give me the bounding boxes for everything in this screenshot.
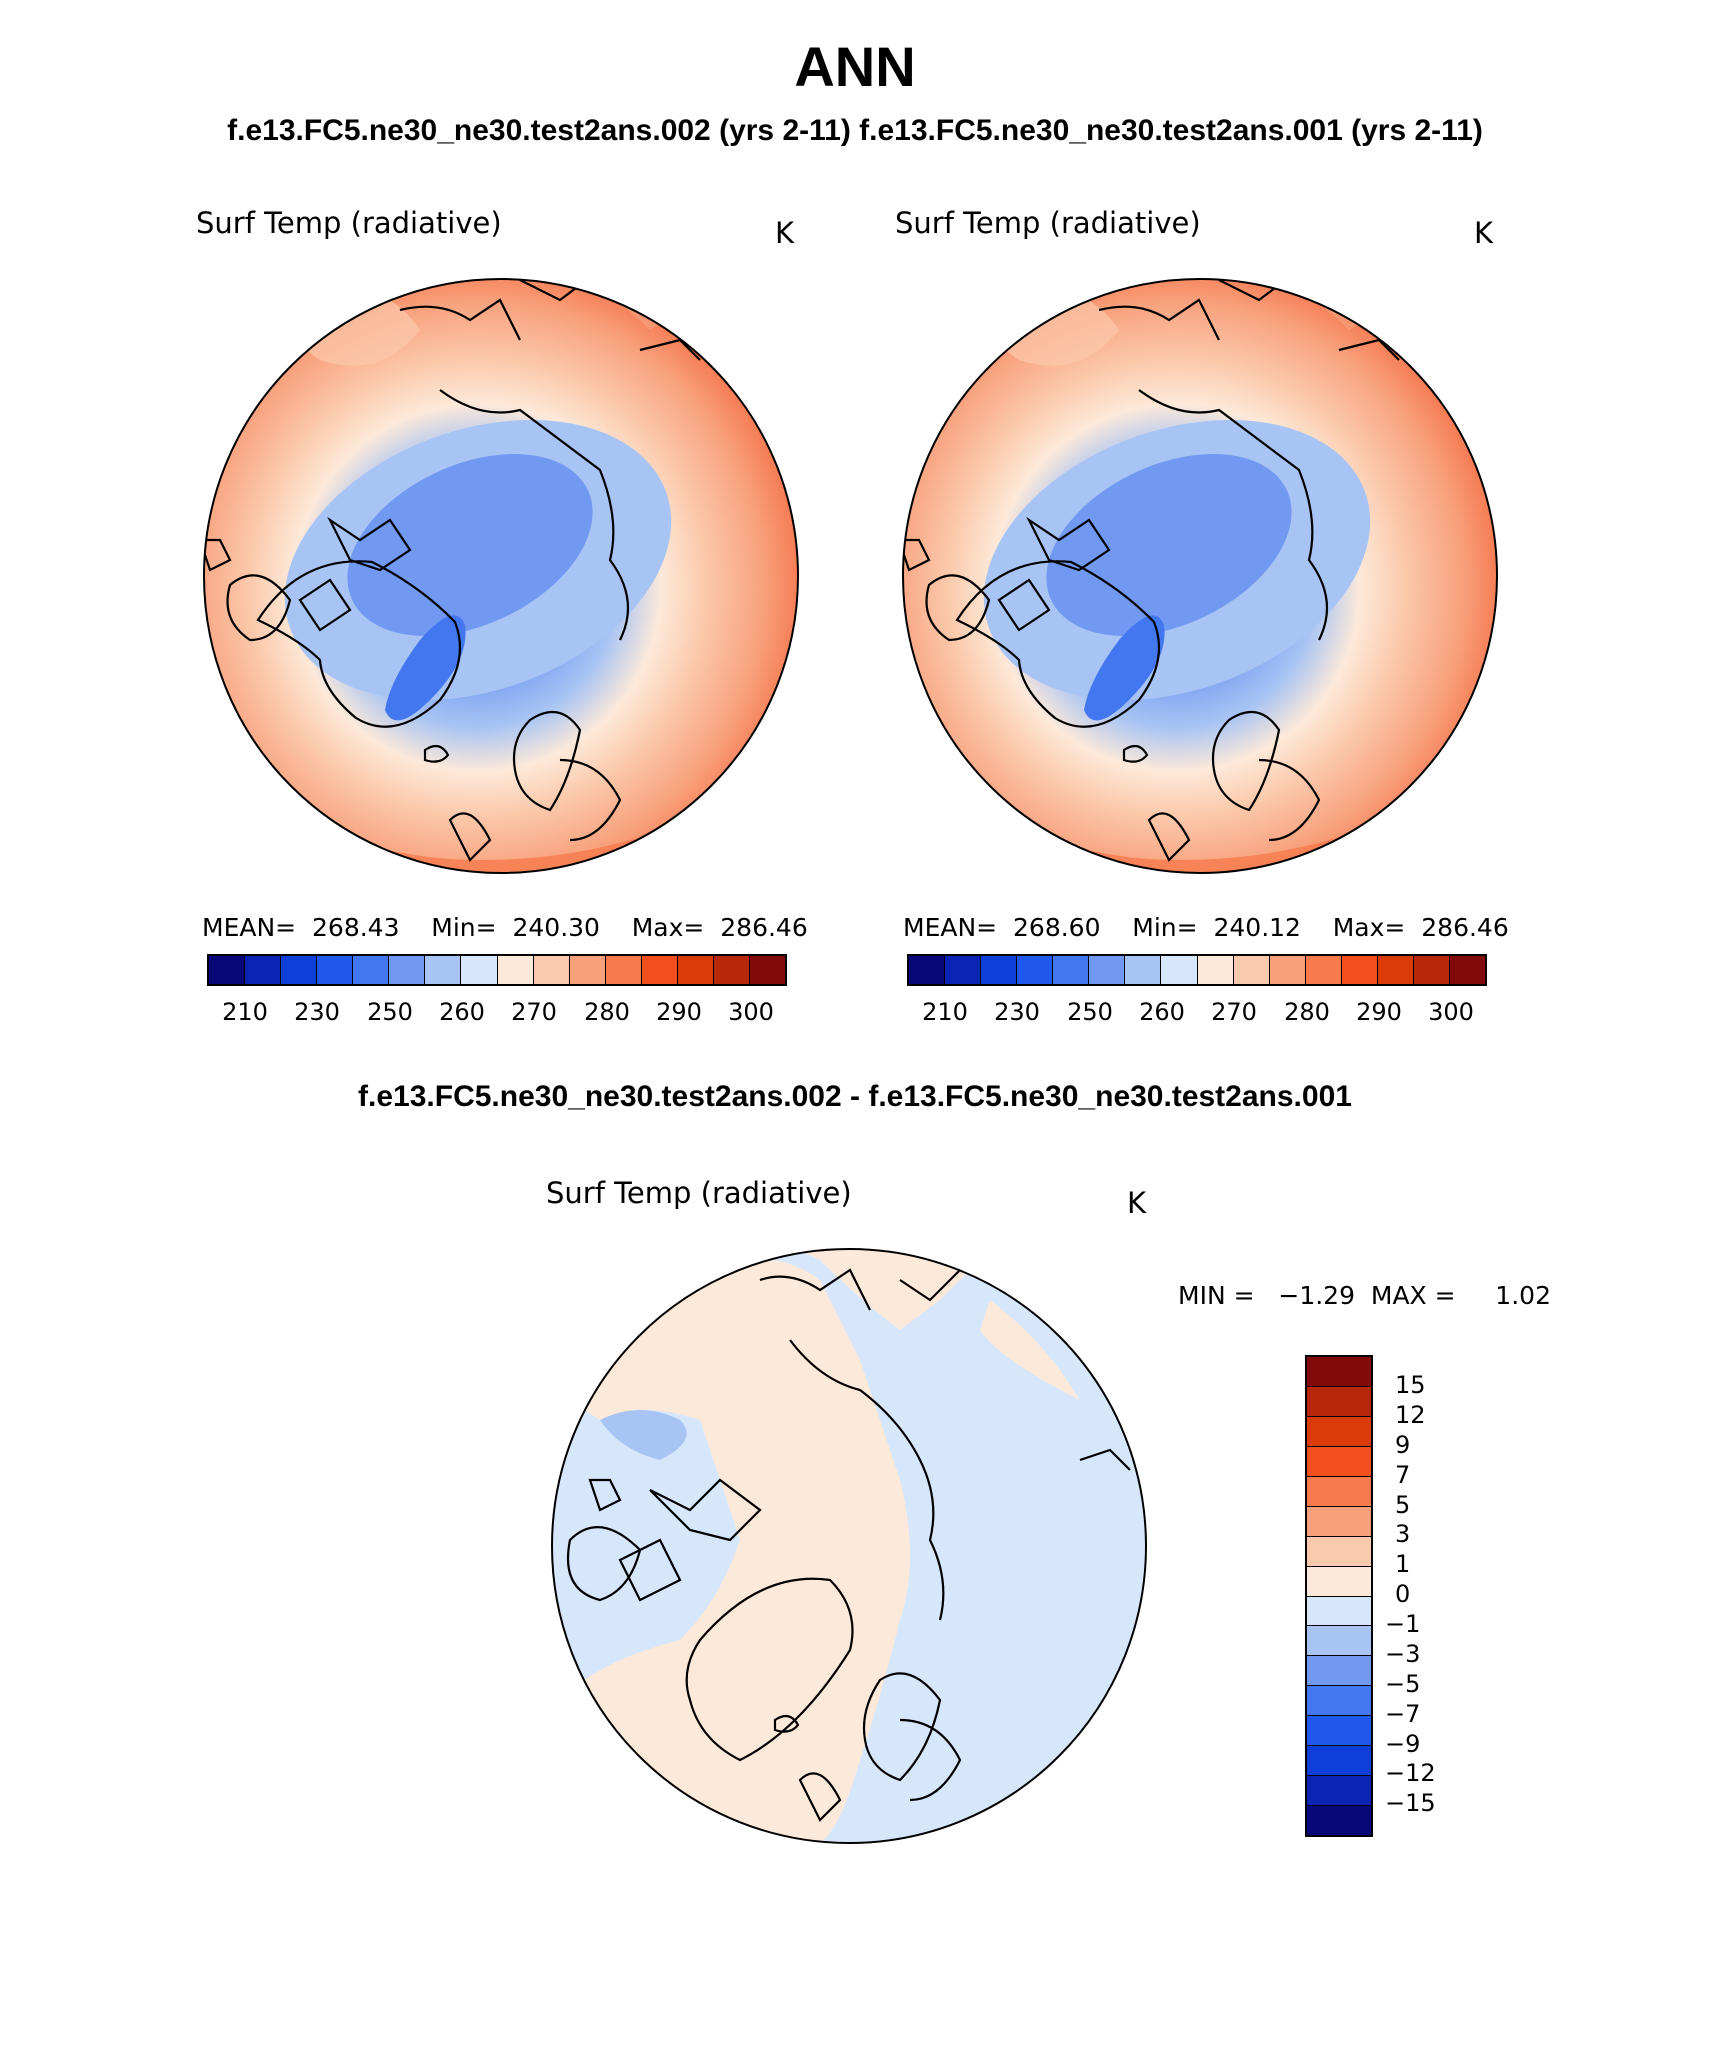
- tick-label: 0: [1395, 1580, 1411, 1608]
- tick-label: 250: [1067, 998, 1113, 1026]
- tick-label: −5: [1385, 1670, 1421, 1698]
- panel2-colorbar-boxes: [907, 954, 1487, 986]
- panel1-coastlines: [204, 279, 701, 862]
- tick-label: −1: [1385, 1610, 1421, 1638]
- panel1-title: Surf Temp (radiative): [196, 206, 502, 240]
- tick-label: 290: [656, 998, 702, 1026]
- tick-label: 260: [1139, 998, 1185, 1026]
- tick-label: 5: [1395, 1491, 1411, 1519]
- tick-label: 300: [728, 998, 774, 1026]
- diff-panel-title: Surf Temp (radiative): [546, 1176, 852, 1210]
- panel1-colorbar: [207, 954, 787, 986]
- diff-colorbar-ticks: 15 12 9 7 5 3 1 0 −1 −3 −5 −7 −9 −12 −15: [1385, 1355, 1505, 1833]
- panel1-colorbar-boxes: [207, 954, 787, 986]
- panel2-colorbar: [907, 954, 1487, 986]
- diff-coastlines: [566, 1268, 1131, 1822]
- tick-label: 12: [1395, 1401, 1426, 1429]
- tick-label: 280: [1284, 998, 1330, 1026]
- panel2-stats: MEAN= 268.60 Min= 240.12 Max= 286.46: [903, 913, 1509, 942]
- diff-stats: MIN = −1.29 MAX = 1.02: [1178, 1281, 1551, 1310]
- tick-label: 9: [1395, 1431, 1411, 1459]
- difference-title: f.e13.FC5.ne30_ne30.test2ans.002 - f.e13…: [358, 1080, 1352, 1113]
- tick-label: 300: [1428, 998, 1474, 1026]
- panel2-title: Surf Temp (radiative): [895, 206, 1201, 240]
- tick-label: 1: [1395, 1550, 1411, 1578]
- tick-label: −9: [1385, 1730, 1421, 1758]
- tick-label: −15: [1385, 1789, 1436, 1817]
- tick-label: 15: [1395, 1371, 1426, 1399]
- tick-label: 290: [1356, 998, 1402, 1026]
- diff-colorbar: [1305, 1355, 1373, 1837]
- diff-panel-units: K: [1127, 1186, 1147, 1220]
- page-title: ANN: [794, 35, 916, 98]
- panel1-colorbar-ticks: 210 230 250 260 270 280 290 300: [207, 998, 787, 1026]
- diff-temperature-field: [552, 1249, 1146, 1843]
- tick-label: 250: [367, 998, 413, 1026]
- tick-label: 210: [222, 998, 268, 1026]
- page-subtitle: f.e13.FC5.ne30_ne30.test2ans.002 (yrs 2-…: [227, 114, 1483, 147]
- tick-label: 3: [1395, 1520, 1411, 1548]
- panel1-units: K: [775, 216, 795, 250]
- tick-label: 230: [294, 998, 340, 1026]
- panel2-colorbar-ticks: 210 230 250 260 270 280 290 300: [907, 998, 1487, 1026]
- tick-label: 210: [922, 998, 968, 1026]
- tick-label: −3: [1385, 1640, 1421, 1668]
- tick-label: 270: [1211, 998, 1257, 1026]
- tick-label: −12: [1385, 1759, 1436, 1787]
- panel1-temperature-field: [204, 279, 798, 873]
- tick-label: −7: [1385, 1700, 1421, 1728]
- tick-label: 7: [1395, 1461, 1411, 1489]
- panel2-units: K: [1474, 216, 1494, 250]
- panel1-stats: MEAN= 268.43 Min= 240.30 Max= 286.46: [202, 913, 808, 942]
- tick-label: 270: [511, 998, 557, 1026]
- tick-label: 280: [584, 998, 630, 1026]
- tick-label: 230: [994, 998, 1040, 1026]
- tick-label: 260: [439, 998, 485, 1026]
